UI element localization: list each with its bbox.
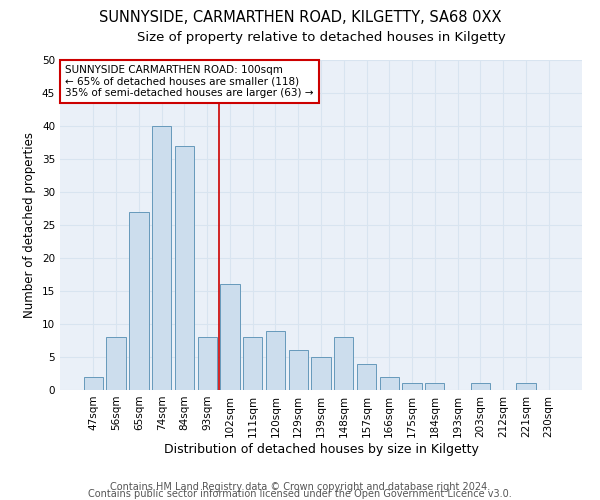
Bar: [470, 384, 490, 390]
Bar: [152, 126, 172, 390]
Bar: [380, 377, 399, 390]
X-axis label: Distribution of detached houses by size in Kilgetty: Distribution of detached houses by size …: [164, 442, 478, 456]
Bar: [129, 212, 149, 390]
Text: Contains public sector information licensed under the Open Government Licence v3: Contains public sector information licen…: [88, 489, 512, 499]
Bar: [197, 337, 217, 390]
Text: SUNNYSIDE, CARMARTHEN ROAD, KILGETTY, SA68 0XX: SUNNYSIDE, CARMARTHEN ROAD, KILGETTY, SA…: [99, 10, 501, 25]
Bar: [289, 350, 308, 390]
Bar: [334, 337, 353, 390]
Bar: [106, 337, 126, 390]
Text: SUNNYSIDE CARMARTHEN ROAD: 100sqm
← 65% of detached houses are smaller (118)
35%: SUNNYSIDE CARMARTHEN ROAD: 100sqm ← 65% …: [65, 65, 314, 98]
Bar: [220, 284, 239, 390]
Y-axis label: Number of detached properties: Number of detached properties: [23, 132, 37, 318]
Text: Contains HM Land Registry data © Crown copyright and database right 2024.: Contains HM Land Registry data © Crown c…: [110, 482, 490, 492]
Bar: [243, 337, 262, 390]
Bar: [403, 384, 422, 390]
Bar: [357, 364, 376, 390]
Bar: [516, 384, 536, 390]
Bar: [175, 146, 194, 390]
Bar: [425, 384, 445, 390]
Bar: [84, 377, 103, 390]
Bar: [311, 357, 331, 390]
Bar: [266, 330, 285, 390]
Title: Size of property relative to detached houses in Kilgetty: Size of property relative to detached ho…: [137, 30, 505, 44]
